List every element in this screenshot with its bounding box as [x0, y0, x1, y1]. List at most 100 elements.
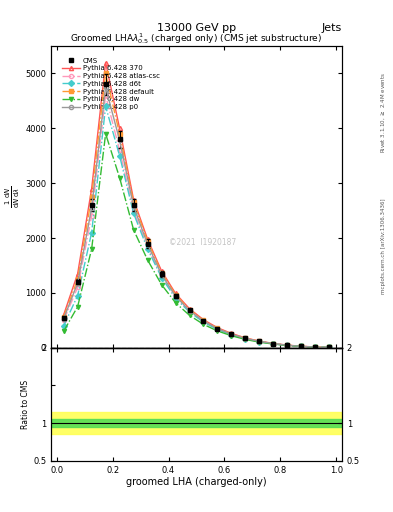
- Pythia 6.428 370: [285, 342, 290, 348]
- Pythia 6.428 d6t: [285, 342, 290, 348]
- Pythia 6.428 dw: [201, 322, 206, 328]
- Pythia 6.428 atlas-csc: [201, 318, 206, 325]
- Pythia 6.428 370: [103, 59, 108, 66]
- Pythia 6.428 dw: [313, 344, 318, 350]
- Pythia 6.428 p0: [257, 338, 262, 345]
- Pythia 6.428 dw: [229, 333, 234, 339]
- Pythia 6.428 default: [299, 343, 304, 349]
- Pythia 6.428 dw: [103, 131, 108, 137]
- Pythia 6.428 default: [89, 194, 94, 200]
- Pythia 6.428 atlas-csc: [117, 147, 122, 154]
- Pythia 6.428 dw: [159, 282, 164, 288]
- Pythia 6.428 dw: [173, 300, 178, 306]
- Line: Pythia 6.428 atlas-csc: Pythia 6.428 atlas-csc: [62, 93, 331, 350]
- Pythia 6.428 d6t: [103, 103, 108, 110]
- Pythia 6.428 p0: [173, 293, 178, 299]
- Pythia 6.428 p0: [89, 205, 94, 211]
- Pythia 6.428 p0: [75, 280, 80, 286]
- Pythia 6.428 p0: [201, 318, 206, 324]
- Pythia 6.428 default: [75, 276, 80, 282]
- Pythia 6.428 dw: [257, 339, 262, 345]
- Pythia 6.428 370: [75, 270, 80, 276]
- Pythia 6.428 default: [103, 71, 108, 77]
- Pythia 6.428 p0: [131, 203, 136, 209]
- Pythia 6.428 d6t: [159, 274, 164, 281]
- Pythia 6.428 p0: [299, 344, 304, 350]
- Pythia 6.428 dw: [299, 344, 304, 350]
- Text: Rivet 3.1.10, $\geq$ 2.4M events: Rivet 3.1.10, $\geq$ 2.4M events: [379, 72, 387, 153]
- Text: 13000 GeV pp: 13000 GeV pp: [157, 23, 236, 33]
- Pythia 6.428 atlas-csc: [271, 340, 276, 347]
- Pythia 6.428 d6t: [117, 153, 122, 159]
- Pythia 6.428 p0: [103, 84, 108, 90]
- Pythia 6.428 atlas-csc: [75, 284, 80, 290]
- Pythia 6.428 370: [117, 125, 122, 132]
- Pythia 6.428 370: [257, 338, 262, 344]
- Pythia 6.428 d6t: [145, 246, 150, 252]
- Pythia 6.428 default: [285, 342, 290, 348]
- X-axis label: groomed LHA (charged-only): groomed LHA (charged-only): [126, 477, 267, 487]
- Pythia 6.428 dw: [327, 345, 332, 351]
- Pythia 6.428 p0: [271, 340, 276, 347]
- Pythia 6.428 p0: [61, 315, 66, 322]
- Pythia 6.428 atlas-csc: [327, 345, 332, 351]
- Pythia 6.428 370: [89, 185, 94, 191]
- Pythia 6.428 dw: [89, 246, 94, 252]
- Pythia 6.428 d6t: [89, 229, 94, 236]
- Pythia 6.428 370: [313, 344, 318, 350]
- Pythia 6.428 atlas-csc: [285, 342, 290, 348]
- Line: Pythia 6.428 370: Pythia 6.428 370: [62, 60, 331, 350]
- Pythia 6.428 p0: [145, 241, 150, 247]
- Pythia 6.428 dw: [145, 257, 150, 263]
- Line: Pythia 6.428 default: Pythia 6.428 default: [62, 71, 331, 350]
- Pythia 6.428 d6t: [131, 210, 136, 217]
- Pythia 6.428 atlas-csc: [61, 317, 66, 324]
- Pythia 6.428 dw: [243, 336, 248, 343]
- Pythia 6.428 atlas-csc: [215, 326, 220, 332]
- Text: mcplots.cern.ch [arXiv:1306.3436]: mcplots.cern.ch [arXiv:1306.3436]: [381, 198, 386, 293]
- Pythia 6.428 atlas-csc: [131, 207, 136, 214]
- Pythia 6.428 d6t: [243, 336, 248, 342]
- Pythia 6.428 default: [187, 307, 192, 313]
- Pythia 6.428 d6t: [61, 323, 66, 329]
- Pythia 6.428 370: [61, 312, 66, 318]
- Pythia 6.428 370: [173, 290, 178, 296]
- Pythia 6.428 d6t: [229, 332, 234, 338]
- Pythia 6.428 p0: [215, 326, 220, 332]
- Text: Jets: Jets: [321, 23, 342, 33]
- Pythia 6.428 dw: [187, 312, 192, 318]
- Pythia 6.428 atlas-csc: [145, 244, 150, 250]
- Pythia 6.428 dw: [75, 304, 80, 310]
- Pythia 6.428 d6t: [327, 345, 332, 351]
- Bar: [51, 419, 342, 427]
- Pythia 6.428 p0: [159, 271, 164, 278]
- Pythia 6.428 atlas-csc: [243, 335, 248, 342]
- Pythia 6.428 d6t: [201, 319, 206, 325]
- Title: Groomed LHA$\lambda^{1}_{0.5}$ (charged only) (CMS jet substructure): Groomed LHA$\lambda^{1}_{0.5}$ (charged …: [70, 31, 323, 46]
- Pythia 6.428 atlas-csc: [299, 344, 304, 350]
- Pythia 6.428 d6t: [215, 326, 220, 332]
- Pythia 6.428 370: [327, 345, 332, 351]
- Legend: CMS, Pythia 6.428 370, Pythia 6.428 atlas-csc, Pythia 6.428 d6t, Pythia 6.428 de: CMS, Pythia 6.428 370, Pythia 6.428 atla…: [61, 56, 162, 112]
- Pythia 6.428 dw: [271, 341, 276, 347]
- Pythia 6.428 p0: [285, 342, 290, 348]
- Pythia 6.428 d6t: [75, 292, 80, 298]
- Pythia 6.428 default: [173, 292, 178, 298]
- Pythia 6.428 d6t: [173, 295, 178, 302]
- Pythia 6.428 dw: [215, 328, 220, 334]
- Pythia 6.428 atlas-csc: [159, 273, 164, 280]
- Pythia 6.428 default: [243, 335, 248, 342]
- Pythia 6.428 370: [229, 330, 234, 336]
- Pythia 6.428 370: [131, 197, 136, 203]
- Pythia 6.428 default: [327, 345, 332, 351]
- Pythia 6.428 atlas-csc: [229, 331, 234, 337]
- Pythia 6.428 p0: [313, 344, 318, 350]
- Y-axis label: Ratio to CMS: Ratio to CMS: [21, 380, 30, 429]
- Pythia 6.428 p0: [243, 335, 248, 342]
- Line: Pythia 6.428 d6t: Pythia 6.428 d6t: [62, 104, 331, 350]
- Pythia 6.428 d6t: [187, 309, 192, 315]
- Pythia 6.428 p0: [187, 308, 192, 314]
- Pythia 6.428 default: [313, 344, 318, 350]
- Pythia 6.428 atlas-csc: [173, 294, 178, 301]
- Pythia 6.428 default: [159, 269, 164, 275]
